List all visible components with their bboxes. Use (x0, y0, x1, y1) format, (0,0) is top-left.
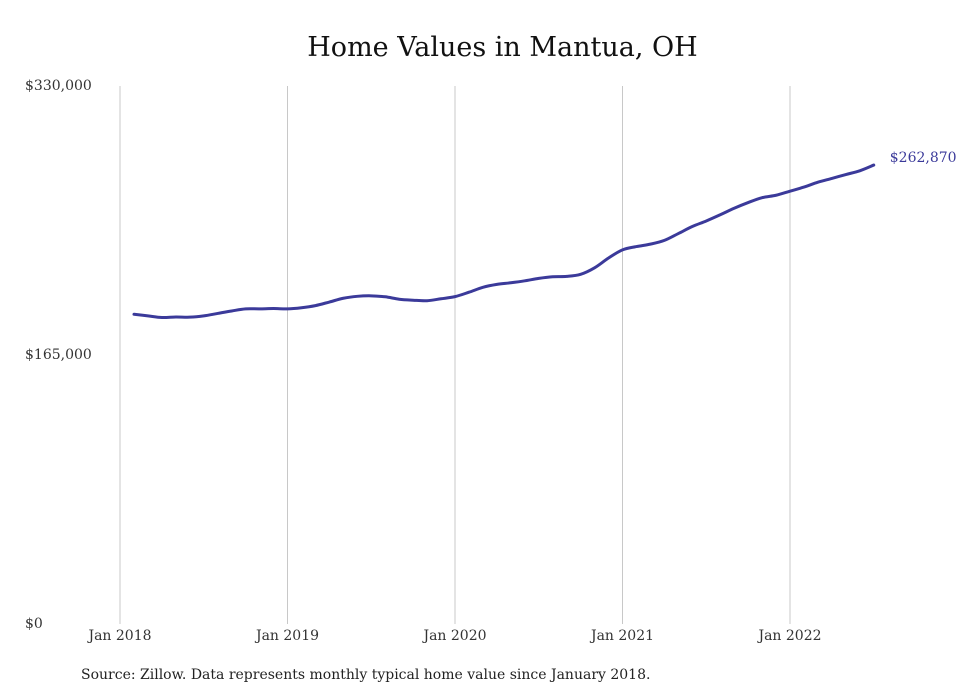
y-tick-label: $0 (25, 616, 43, 632)
source-note: Source: Zillow. Data represents monthly … (81, 667, 651, 683)
series-line-0 (132, 163, 876, 320)
x-axis-ticks: Jan 2018 Jan 2019 Jan 2020 Jan 2021 Jan 2022 (86, 628, 821, 644)
x-tick-label: Jan 2020 (421, 628, 486, 644)
chart-title: Home Values in Mantua, OH (307, 32, 698, 63)
end-value-label: $262,870 (890, 150, 957, 166)
x-tick-label: Jan 2019 (254, 628, 319, 644)
x-tick-label: Jan 2018 (86, 628, 151, 644)
x-tick-label: Jan 2022 (756, 628, 821, 644)
vertical-gridlines (119, 86, 791, 624)
y-tick-label: $165,000 (25, 347, 92, 363)
y-axis-ticks: $0 $165,000 $330,000 (25, 78, 92, 632)
y-tick-label: $330,000 (25, 78, 92, 94)
series-group (132, 163, 876, 320)
x-tick-label: Jan 2021 (589, 628, 654, 644)
